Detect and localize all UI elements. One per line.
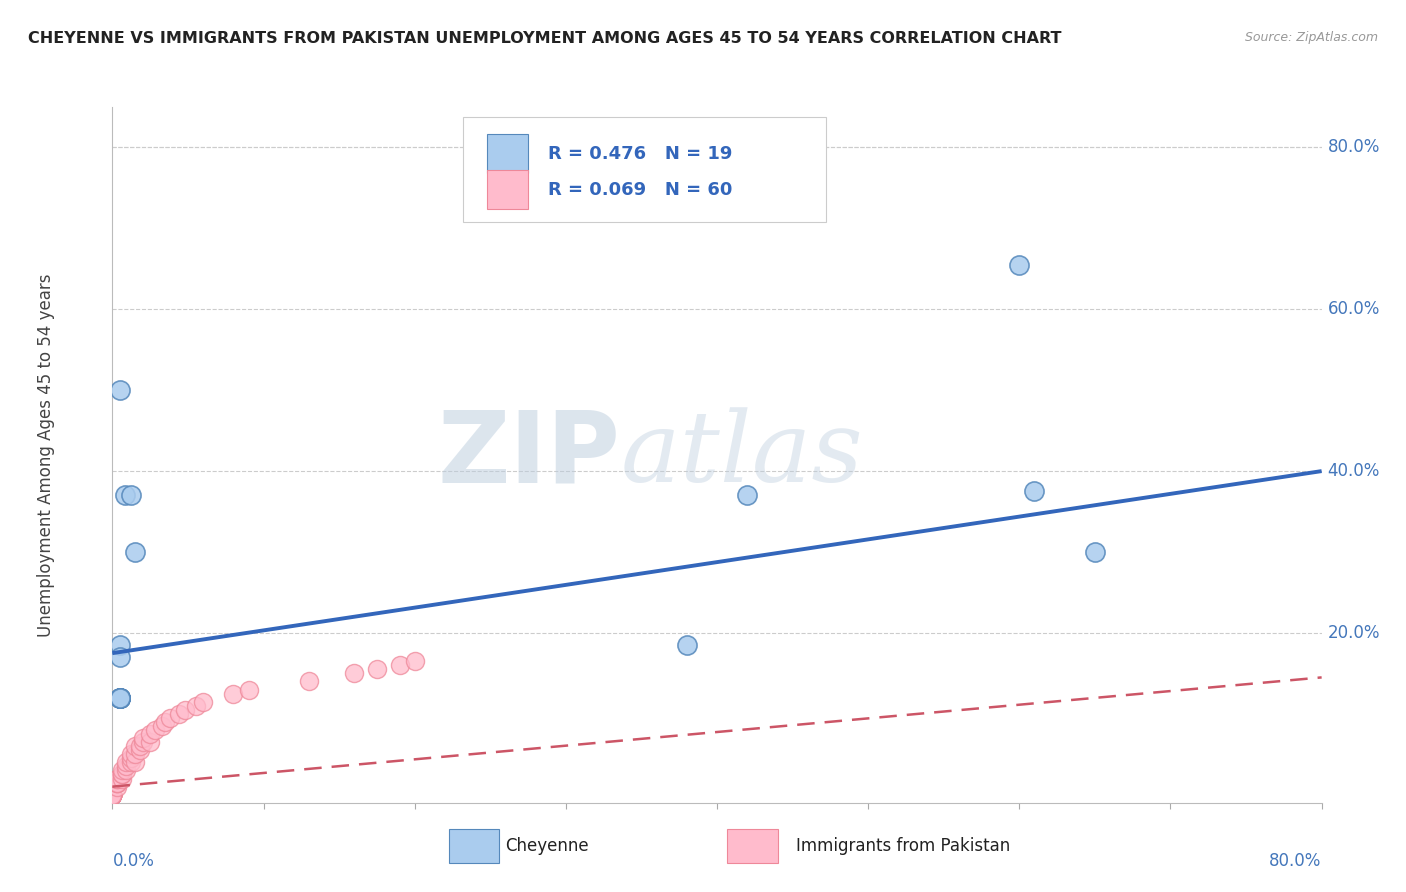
Point [101, 788, 124, 802]
Point [108, 690, 131, 705]
Point [101, 788, 124, 802]
Point [105, 780, 128, 794]
Point [120, 488, 142, 502]
Point [737, 488, 759, 502]
Point [159, 711, 181, 725]
Point [101, 788, 124, 802]
Point [150, 719, 173, 733]
Text: Cheyenne: Cheyenne [506, 837, 589, 855]
Point [174, 703, 197, 717]
Point [108, 638, 131, 652]
Point [155, 714, 177, 729]
Point [132, 735, 155, 749]
Point [108, 690, 131, 705]
Text: 80.0%: 80.0% [1270, 852, 1322, 870]
Point [110, 764, 132, 778]
Point [108, 690, 131, 705]
Text: Immigrants from Pakistan: Immigrants from Pakistan [796, 837, 1010, 855]
Point [108, 690, 131, 705]
Point [101, 788, 124, 802]
Point [108, 690, 131, 705]
Point [108, 690, 131, 705]
Point [101, 788, 124, 802]
Point [101, 788, 124, 802]
Point [101, 788, 124, 802]
Point [108, 690, 131, 705]
Point [1084, 545, 1107, 559]
Point [388, 658, 411, 673]
Text: R = 0.476   N = 19: R = 0.476 N = 19 [548, 145, 733, 162]
Point [124, 739, 146, 754]
Point [105, 772, 128, 786]
Text: CHEYENNE VS IMMIGRANTS FROM PAKISTAN UNEMPLOYMENT AMONG AGES 45 TO 54 YEARS CORR: CHEYENNE VS IMMIGRANTS FROM PAKISTAN UNE… [28, 31, 1062, 46]
Text: 0.0%: 0.0% [112, 852, 155, 870]
Point [101, 788, 124, 802]
Point [101, 788, 124, 802]
FancyBboxPatch shape [463, 118, 825, 222]
Point [108, 383, 131, 397]
Point [132, 731, 155, 745]
Text: R = 0.069   N = 60: R = 0.069 N = 60 [548, 181, 733, 199]
Point [115, 759, 138, 773]
FancyBboxPatch shape [449, 830, 499, 863]
Point [105, 775, 128, 789]
Text: ZIP: ZIP [437, 407, 620, 503]
Text: Source: ZipAtlas.com: Source: ZipAtlas.com [1244, 31, 1378, 45]
Point [184, 698, 207, 713]
Point [404, 654, 426, 668]
Point [1024, 484, 1046, 499]
Point [101, 788, 124, 802]
Point [343, 666, 366, 681]
Text: 40.0%: 40.0% [1327, 462, 1381, 480]
Point [101, 788, 124, 802]
Point [167, 706, 190, 721]
Point [191, 695, 214, 709]
Point [298, 674, 321, 689]
Point [105, 772, 128, 786]
Point [101, 788, 124, 802]
Point [101, 788, 124, 802]
Point [675, 638, 697, 652]
Point [108, 650, 131, 665]
Point [120, 747, 142, 762]
Point [139, 727, 162, 741]
Point [114, 488, 136, 502]
Point [124, 756, 146, 770]
FancyBboxPatch shape [488, 170, 529, 210]
Point [101, 788, 124, 802]
Point [128, 739, 150, 754]
Point [143, 723, 166, 737]
Text: Unemployment Among Ages 45 to 54 years: Unemployment Among Ages 45 to 54 years [37, 273, 55, 637]
Point [105, 775, 128, 789]
Point [101, 788, 124, 802]
Point [101, 788, 124, 802]
Text: 20.0%: 20.0% [1327, 624, 1381, 642]
Point [124, 747, 146, 762]
Point [238, 682, 260, 697]
Point [108, 690, 131, 705]
Point [120, 756, 142, 770]
Point [366, 662, 388, 676]
Point [110, 772, 132, 786]
Point [101, 788, 124, 802]
Point [124, 545, 146, 559]
Text: 60.0%: 60.0% [1327, 301, 1381, 318]
Point [105, 775, 128, 789]
Point [222, 687, 245, 701]
FancyBboxPatch shape [727, 830, 778, 863]
Point [128, 743, 150, 757]
Point [110, 767, 132, 781]
Text: atlas: atlas [620, 408, 863, 502]
Text: 80.0%: 80.0% [1327, 138, 1381, 156]
Point [139, 735, 162, 749]
FancyBboxPatch shape [488, 134, 529, 173]
Point [101, 788, 124, 802]
Point [1008, 258, 1031, 272]
Point [101, 788, 124, 802]
Point [101, 788, 124, 802]
Point [120, 751, 142, 765]
Point [110, 767, 132, 781]
Point [115, 756, 138, 770]
Point [115, 764, 138, 778]
